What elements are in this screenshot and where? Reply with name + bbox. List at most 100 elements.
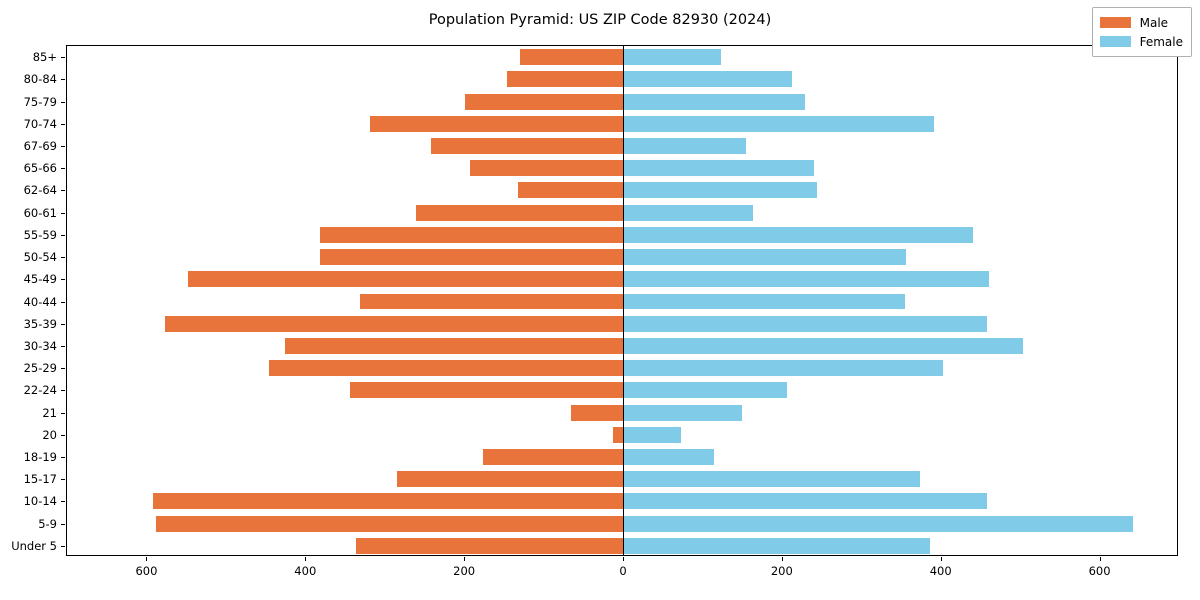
y-axis-tick-label: 80-84 bbox=[23, 72, 57, 87]
bar-male[interactable] bbox=[416, 204, 623, 221]
y-axis-tick-label: 18-19 bbox=[23, 450, 57, 465]
bar-row bbox=[67, 115, 1177, 132]
bar-male[interactable] bbox=[164, 315, 623, 332]
legend-item-male[interactable]: Male bbox=[1099, 13, 1183, 32]
bar-female[interactable] bbox=[623, 226, 974, 243]
chart-legend[interactable]: Male Female bbox=[1091, 7, 1192, 57]
bar-female[interactable] bbox=[623, 382, 787, 399]
x-axis-tick-label: 200 bbox=[770, 564, 793, 578]
bar-row bbox=[67, 537, 1177, 554]
bar-female[interactable] bbox=[623, 493, 987, 510]
bar-female[interactable] bbox=[623, 449, 714, 465]
bar-row bbox=[67, 271, 1177, 288]
bar-female[interactable] bbox=[623, 360, 944, 377]
y-axis-tick-label: 62-64 bbox=[23, 183, 57, 198]
bar-male[interactable] bbox=[285, 337, 623, 354]
bar-male[interactable] bbox=[268, 360, 623, 377]
x-axis-tick bbox=[940, 557, 942, 561]
y-axis-tick-label: 20 bbox=[42, 427, 57, 442]
y-axis-tick bbox=[61, 345, 65, 347]
y-axis-tick bbox=[61, 301, 65, 303]
chart-title: Population Pyramid: US ZIP Code 82930 (2… bbox=[428, 12, 772, 28]
bar-male[interactable] bbox=[155, 515, 623, 532]
y-axis-tick-label: 50-54 bbox=[23, 250, 57, 265]
bar-female[interactable] bbox=[623, 404, 743, 421]
bar-female[interactable] bbox=[623, 137, 747, 154]
bar-female[interactable] bbox=[623, 93, 805, 110]
bar-male[interactable] bbox=[464, 93, 623, 110]
y-axis-tick-label: 35-39 bbox=[23, 316, 57, 331]
y-axis-tick-label: 25-29 bbox=[23, 361, 57, 376]
bar-row bbox=[67, 360, 1177, 377]
x-axis-tick-label: 400 bbox=[929, 564, 952, 578]
bar-row bbox=[67, 204, 1177, 221]
plot-area: 85+ 80-84 75-79 70-74 67-69 65-66 62-64 60-61 55… bbox=[11, 45, 1178, 578]
y-axis-tick bbox=[61, 145, 65, 147]
bar-male[interactable] bbox=[507, 71, 623, 88]
y-axis-tick bbox=[61, 523, 65, 525]
y-axis-tick bbox=[61, 79, 65, 81]
bar-male[interactable] bbox=[469, 160, 623, 177]
bar-male[interactable] bbox=[613, 426, 623, 443]
y-axis-tick bbox=[61, 368, 65, 370]
x-axis-tick bbox=[305, 557, 307, 561]
bar-female[interactable] bbox=[623, 537, 930, 554]
bar-female[interactable] bbox=[623, 49, 722, 66]
y-axis-tick-label: Under 5 bbox=[11, 538, 57, 553]
bar-male[interactable] bbox=[430, 137, 623, 154]
bar-row bbox=[67, 182, 1177, 199]
bar-male[interactable] bbox=[356, 537, 623, 554]
bar-row bbox=[67, 226, 1177, 243]
bar-female[interactable] bbox=[623, 182, 817, 199]
y-axis-tick-label: 60-61 bbox=[23, 205, 57, 220]
plot-inner bbox=[67, 46, 1177, 555]
bar-male[interactable] bbox=[396, 471, 623, 488]
bar-female[interactable] bbox=[623, 515, 1133, 532]
bar-female[interactable] bbox=[623, 471, 921, 488]
x-axis-tick bbox=[1099, 557, 1101, 561]
bar-female[interactable] bbox=[623, 115, 934, 132]
bar-male[interactable] bbox=[370, 115, 623, 132]
zero-axis-line bbox=[623, 46, 625, 555]
bar-row bbox=[67, 93, 1177, 110]
y-axis-tick-label: 85+ bbox=[32, 50, 57, 65]
bar-male[interactable] bbox=[187, 271, 623, 288]
bar-female[interactable] bbox=[623, 160, 815, 177]
bar-female[interactable] bbox=[623, 204, 754, 221]
x-axis-tick-label: 600 bbox=[135, 564, 158, 578]
bar-female[interactable] bbox=[623, 426, 681, 443]
legend-label: Male bbox=[1139, 15, 1169, 30]
bar-male[interactable] bbox=[360, 293, 623, 310]
y-axis-tick bbox=[61, 479, 65, 481]
bar-row bbox=[67, 137, 1177, 154]
bar-female[interactable] bbox=[623, 249, 906, 266]
bar-male[interactable] bbox=[519, 49, 623, 66]
bar-row bbox=[67, 49, 1177, 66]
y-axis-tick bbox=[61, 412, 65, 414]
legend-swatch-icon bbox=[1099, 36, 1131, 47]
bar-male[interactable] bbox=[571, 404, 623, 421]
y-axis-tick bbox=[61, 390, 65, 392]
y-axis-tick-label: 75-79 bbox=[23, 94, 57, 109]
y-axis-tick-label: 40-44 bbox=[23, 294, 57, 309]
bar-female[interactable] bbox=[623, 315, 987, 332]
x-axis-tick-label: 0 bbox=[619, 564, 627, 578]
x-axis-tick-label: 600 bbox=[1088, 564, 1111, 578]
bar-male[interactable] bbox=[319, 249, 623, 266]
bar-male[interactable] bbox=[349, 382, 623, 399]
bar-row bbox=[67, 493, 1177, 510]
bar-female[interactable] bbox=[623, 271, 990, 288]
bar-row bbox=[67, 471, 1177, 488]
legend-item-female[interactable]: Female bbox=[1099, 32, 1183, 51]
bar-male[interactable] bbox=[320, 226, 623, 243]
y-axis-tick bbox=[61, 212, 65, 214]
bar-male[interactable] bbox=[152, 493, 623, 510]
bar-female[interactable] bbox=[623, 337, 1023, 354]
bar-female[interactable] bbox=[623, 71, 793, 88]
bar-row bbox=[67, 404, 1177, 421]
bar-female[interactable] bbox=[623, 293, 905, 310]
y-axis-tick bbox=[61, 234, 65, 236]
bar-male[interactable] bbox=[518, 182, 623, 199]
bar-male[interactable] bbox=[483, 449, 623, 465]
